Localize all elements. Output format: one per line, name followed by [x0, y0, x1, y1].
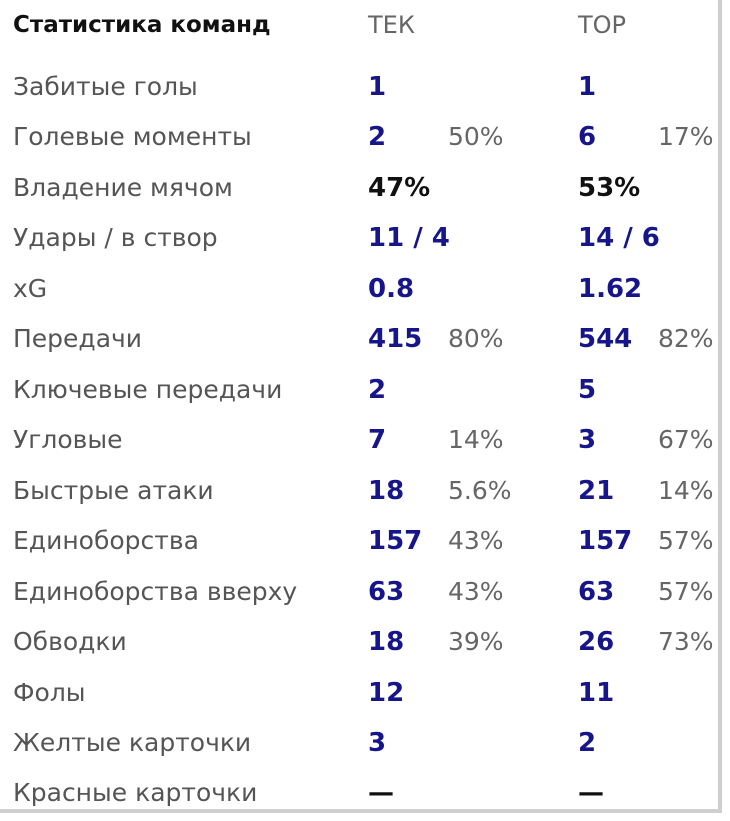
team1-percent: 14% [448, 425, 504, 454]
team2-value: 2 [578, 728, 597, 758]
team2-value: 14 / 6 [578, 223, 660, 253]
team1-value: 1 [368, 72, 387, 102]
stat-row-chances: Голевые моменты 2 50% 6 17% [0, 112, 722, 162]
team2-value: 1 [578, 72, 597, 102]
team1-percent: 80% [448, 324, 504, 353]
stat-label: Быстрые атаки [13, 476, 214, 505]
team2-value: 3 [578, 425, 597, 455]
team1-percent: 43% [448, 577, 504, 606]
team1-value: 157 [368, 526, 423, 556]
stat-label: Забитые голы [13, 72, 198, 101]
team2-value: 53% [578, 173, 641, 203]
team2-value: 21 [578, 476, 615, 506]
team2-value: 63 [578, 577, 615, 607]
team1-value: 0.8 [368, 274, 415, 304]
stat-label: Обводки [13, 627, 127, 656]
team1-value: 7 [368, 425, 387, 455]
team-stats-card: Статистика команд ТЕК ТОР Забитые голы 1… [0, 0, 722, 813]
team2-value: 544 [578, 324, 633, 354]
team1-value: 47% [368, 173, 431, 203]
team2-percent: 73% [658, 627, 714, 656]
stat-row-goals: Забитые голы 1 1 [0, 62, 722, 112]
stat-label: Ключевые передачи [13, 375, 283, 404]
stat-row-shots: Удары / в створ 11 / 4 14 / 6 [0, 213, 722, 263]
team2-percent: 67% [658, 425, 714, 454]
stat-row-duels: Единоборства 157 43% 157 57% [0, 516, 722, 566]
stat-row-dribbles: Обводки 18 39% 26 73% [0, 617, 722, 667]
stat-label: Желтые карточки [13, 728, 252, 757]
team1-percent: 50% [448, 122, 504, 151]
stat-label: xG [13, 274, 48, 303]
team2-name: ТОР [578, 11, 627, 39]
team2-value: 157 [578, 526, 633, 556]
stat-row-key-passes: Ключевые передачи 2 5 [0, 365, 722, 415]
team1-percent: 5.6% [448, 476, 512, 505]
stat-row-fast-attacks: Быстрые атаки 18 5.6% 21 14% [0, 466, 722, 516]
team1-value: — [368, 778, 394, 808]
team2-percent: 17% [658, 122, 714, 151]
team2-percent: 14% [658, 476, 714, 505]
stat-label: Угловые [13, 425, 123, 454]
team2-percent: 57% [658, 577, 714, 606]
stat-label: Фолы [13, 678, 86, 707]
stat-row-passes: Передачи 415 80% 544 82% [0, 314, 722, 364]
stats-header-row: Статистика команд ТЕК ТОР [0, 0, 722, 50]
team1-name: ТЕК [368, 11, 415, 39]
team2-value: 11 [578, 678, 615, 708]
team2-percent: 57% [658, 526, 714, 555]
team2-value: — [578, 778, 604, 808]
stat-row-corners: Угловые 7 14% 3 67% [0, 415, 722, 465]
team1-value: 18 [368, 476, 405, 506]
team1-value: 2 [368, 375, 387, 405]
team1-value: 18 [368, 627, 405, 657]
team1-value: 12 [368, 678, 405, 708]
team2-value: 1.62 [578, 274, 643, 304]
stat-label: Единоборства [13, 526, 199, 555]
stat-label: Единоборства вверху [13, 577, 298, 606]
stat-row-fouls: Фолы 12 11 [0, 668, 722, 718]
team1-value: 2 [368, 122, 387, 152]
stat-row-possession: Владение мячом 47% 53% [0, 163, 722, 213]
team1-value: 11 / 4 [368, 223, 450, 253]
stats-title: Статистика команд [13, 12, 271, 38]
stat-row-yellow-cards: Желтые карточки 3 2 [0, 718, 722, 768]
team1-value: 3 [368, 728, 387, 758]
team1-value: 415 [368, 324, 423, 354]
stat-label: Голевые моменты [13, 122, 252, 151]
team2-value: 26 [578, 627, 615, 657]
team1-value: 63 [368, 577, 405, 607]
stat-label: Передачи [13, 324, 143, 353]
stat-label: Владение мячом [13, 173, 233, 202]
stat-row-aerial-duels: Единоборства вверху 63 43% 63 57% [0, 567, 722, 617]
team2-value: 5 [578, 375, 597, 405]
team1-percent: 43% [448, 526, 504, 555]
stat-label: Красные карточки [13, 778, 258, 807]
team2-percent: 82% [658, 324, 714, 353]
stat-row-red-cards: Красные карточки — — [0, 768, 722, 813]
team2-value: 6 [578, 122, 597, 152]
stat-label: Удары / в створ [13, 223, 218, 252]
stat-row-xg: xG 0.8 1.62 [0, 264, 722, 314]
team1-percent: 39% [448, 627, 504, 656]
